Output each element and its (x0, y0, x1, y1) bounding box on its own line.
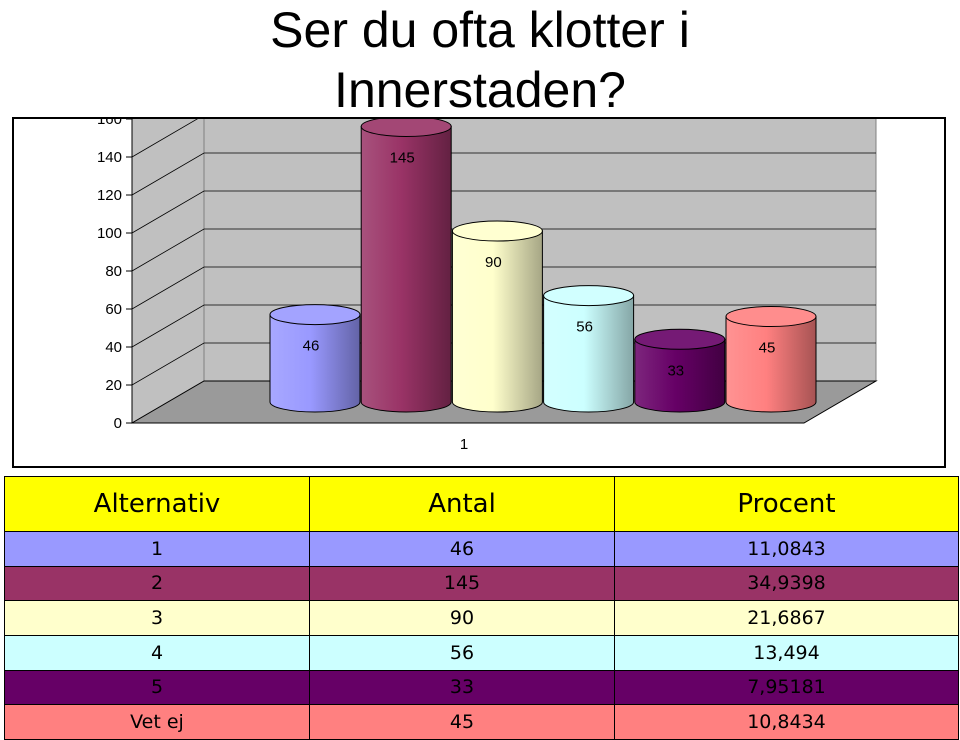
side-wall (131, 119, 205, 424)
y-tick-label: 0 (114, 415, 122, 432)
bar-top (451, 220, 543, 242)
y-tick-label: 160 (97, 119, 122, 128)
y-tick-label: 80 (105, 263, 122, 280)
data-table: Alternativ Antal Procent 1 46 11,0843 2 … (4, 476, 959, 740)
chart-title-line-2: Innerstaden? (334, 62, 626, 118)
table-row: 3 90 21,6867 (4, 600, 959, 636)
gridline (131, 228, 876, 272)
y-tick-label: 60 (105, 301, 122, 318)
bar-body (725, 316, 817, 413)
bar-body (360, 126, 452, 413)
chart-title: Ser du ofta klotter i Innerstaden? (0, 0, 960, 120)
y-tick-label: 140 (97, 149, 122, 166)
bar-top (725, 306, 817, 327)
y-tick-label: 120 (97, 187, 122, 204)
data-label: 56 (576, 319, 593, 336)
bar-5 (634, 328, 726, 413)
data-label: 90 (485, 254, 502, 271)
bar-top (634, 328, 726, 350)
cell-procent: 7,95181 (614, 669, 959, 706)
bar-1 (269, 304, 361, 413)
cell-procent: 13,494 (614, 634, 959, 671)
bar-body (269, 314, 361, 413)
bar-3 (451, 220, 543, 413)
y-tick-label: 40 (105, 339, 122, 356)
cell-alternativ: 1 (4, 531, 310, 567)
gridline (131, 266, 876, 310)
bar-body (451, 230, 543, 413)
data-label: 45 (759, 340, 776, 357)
gridline (131, 152, 876, 196)
cell-antal: 33 (309, 669, 615, 706)
cell-antal: 45 (309, 704, 615, 740)
gridline (131, 190, 876, 234)
chart-frame: 0 20 40 60 80 100 120 140 160 1 46 145 90 56 33 45 (12, 117, 946, 468)
table-row: Vet ej 45 10,8434 (4, 704, 959, 740)
cell-procent: 11,0843 (614, 531, 959, 567)
bar-top (543, 285, 635, 307)
bar-4 (543, 285, 635, 413)
bar-top (269, 304, 361, 326)
y-tick-label: 20 (105, 377, 122, 394)
bar-body (543, 295, 635, 413)
table-row: 4 56 13,494 (4, 634, 959, 671)
cell-alternativ: 2 (4, 565, 310, 602)
cell-alternativ: 5 (4, 669, 310, 706)
cell-procent: 21,6867 (614, 600, 959, 636)
cell-procent: 10,8434 (614, 704, 959, 740)
cell-antal: 90 (309, 600, 615, 636)
data-label: 46 (303, 338, 320, 355)
cell-antal: 46 (309, 531, 615, 567)
x-tick-label: 1 (460, 436, 468, 453)
table-row: 5 33 7,95181 (4, 669, 959, 706)
table-row: 1 46 11,0843 (4, 531, 959, 567)
y-tick-label: 100 (97, 225, 122, 242)
gridline (131, 119, 198, 158)
data-label: 33 (667, 362, 684, 379)
bar-2 (360, 119, 452, 413)
cell-procent: 34,9398 (614, 565, 959, 602)
chart-title-line-1: Ser du ofta klotter i (270, 2, 690, 58)
bar-top (360, 119, 452, 137)
cell-antal: 145 (309, 565, 615, 602)
header-antal: Antal (309, 476, 615, 532)
cell-antal: 56 (309, 634, 615, 671)
cell-alternativ: 3 (4, 600, 310, 636)
bar-6 (725, 306, 817, 413)
gridline (131, 304, 876, 348)
cell-alternativ: Vet ej (4, 704, 310, 740)
table-header-row: Alternativ Antal Procent (4, 476, 959, 532)
bar-chart: 0 20 40 60 80 100 120 140 160 1 46 145 90 56 33 45 (97, 119, 878, 453)
data-label: 145 (390, 150, 415, 167)
header-alternativ: Alternativ (4, 476, 310, 532)
table-row: 2 145 34,9398 (4, 565, 959, 602)
cell-alternativ: 4 (4, 634, 310, 671)
bar-body (634, 338, 726, 413)
header-procent: Procent (614, 476, 959, 532)
